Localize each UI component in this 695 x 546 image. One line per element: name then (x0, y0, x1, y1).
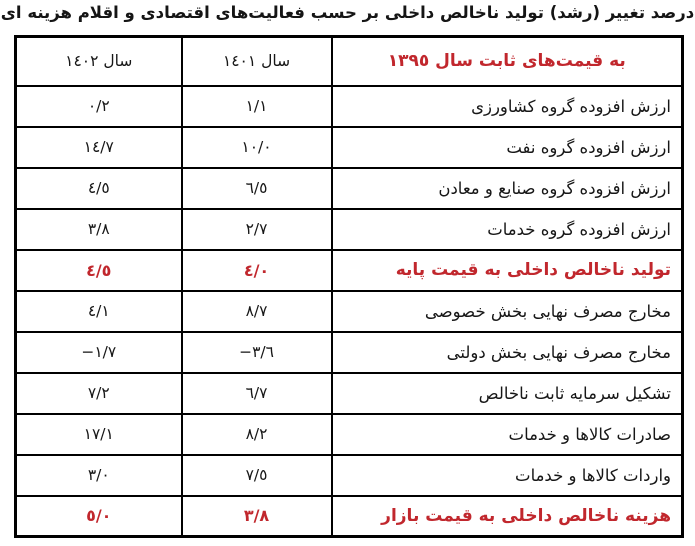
value-1401: ١/١ (180, 84, 333, 128)
value-1402: ٥/٠ (14, 494, 183, 538)
page-title: درصد تغییر (رشد) تولید ناخالص داخلی بر ح… (0, 3, 695, 22)
row-label: هزینه ناخالص داخلی به قیمت بازار (330, 494, 684, 538)
value-1401: ٨/٧ (180, 289, 333, 333)
value-1402: ٤/١ (14, 289, 183, 333)
row-label: مخارج مصرف نهایی بخش خصوصی (330, 289, 684, 333)
value-1402: ٠/٢ (14, 84, 183, 128)
row-label: ارزش افزوده گروه نفت (330, 125, 684, 169)
value-1401: ١٠/٠ (180, 125, 333, 169)
table-row: مخارج مصرف نهایی بخش دولتی −٣/٦ −١/٧ (14, 330, 684, 374)
value-1401: ٢/٧ (180, 207, 333, 251)
header-basis-label: به قیمت‌های ثابت سال ١٣٩٥ (330, 35, 684, 87)
value-1402: ١٤/٧ (14, 125, 183, 169)
header-year-1402: سال ١٤٠٢ (14, 35, 183, 87)
value-1401: ٨/٢ (180, 412, 333, 456)
row-label: صادرات کالاها و خدمات (330, 412, 684, 456)
value-1401: ٦/٧ (180, 371, 333, 415)
value-1402: ٤/٥ (14, 166, 183, 210)
value-1401: ٤/٠ (180, 248, 333, 292)
value-1401: −٣/٦ (180, 330, 333, 374)
value-1402: −١/٧ (14, 330, 183, 374)
table-row: صادرات کالاها و خدمات ٨/٢ ١٧/١ (14, 412, 684, 456)
row-label: ارزش افزوده گروه خدمات (330, 207, 684, 251)
value-1401: ٣/٨ (180, 494, 333, 538)
value-1402: ٧/٢ (14, 371, 183, 415)
value-1402: ١٧/١ (14, 412, 183, 456)
table-row-gdp-basic-prices: تولید ناخالص داخلی به قیمت پایه ٤/٠ ٤/٥ (14, 248, 684, 292)
table-row: ارزش افزوده گروه کشاورزی ١/١ ٠/٢ (14, 84, 684, 128)
value-1401: ٧/٥ (180, 453, 333, 497)
table-header-row: به قیمت‌های ثابت سال ١٣٩٥ سال ١٤٠١ سال ١… (14, 35, 684, 87)
table-row: مخارج مصرف نهایی بخش خصوصی ٨/٧ ٤/١ (14, 289, 684, 333)
table-row: ارزش افزوده گروه نفت ١٠/٠ ١٤/٧ (14, 125, 684, 169)
table-row: واردات کالاها و خدمات ٧/٥ ٣/٠ (14, 453, 684, 497)
header-year-1401: سال ١٤٠١ (180, 35, 333, 87)
row-label: ارزش افزوده گروه کشاورزی (330, 84, 684, 128)
row-label: واردات کالاها و خدمات (330, 453, 684, 497)
value-1402: ٣/٠ (14, 453, 183, 497)
value-1401: ٦/٥ (180, 166, 333, 210)
gdp-growth-table-container: به قیمت‌های ثابت سال ١٣٩٥ سال ١٤٠١ سال ١… (14, 35, 684, 538)
table-row: تشکیل سرمایه ثابت ناخالص ٦/٧ ٧/٢ (14, 371, 684, 415)
row-label: تولید ناخالص داخلی به قیمت پایه (330, 248, 684, 292)
table-row: ارزش افزوده گروه صنایع و معادن ٦/٥ ٤/٥ (14, 166, 684, 210)
value-1402: ٤/٥ (14, 248, 183, 292)
gdp-growth-table: به قیمت‌های ثابت سال ١٣٩٥ سال ١٤٠١ سال ١… (14, 35, 684, 538)
table-row: ارزش افزوده گروه خدمات ٢/٧ ٣/٨ (14, 207, 684, 251)
row-label: تشکیل سرمایه ثابت ناخالص (330, 371, 684, 415)
table-row-gde-market-prices: هزینه ناخالص داخلی به قیمت بازار ٣/٨ ٥/٠ (14, 494, 684, 538)
value-1402: ٣/٨ (14, 207, 183, 251)
row-label: مخارج مصرف نهایی بخش دولتی (330, 330, 684, 374)
row-label: ارزش افزوده گروه صنایع و معادن (330, 166, 684, 210)
